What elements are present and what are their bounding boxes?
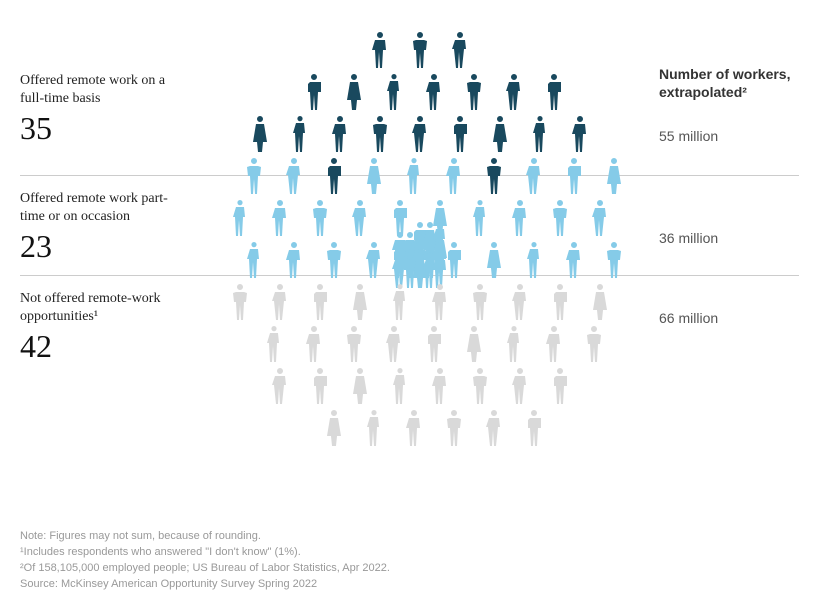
person-icon: [563, 156, 585, 196]
person-icon: [349, 366, 371, 406]
person-icon: [423, 72, 445, 112]
person-icon: [343, 72, 365, 112]
person-icon: [509, 366, 531, 406]
person-icon: [323, 156, 345, 196]
person-icon: [589, 198, 611, 238]
category-none-label: Not offered remote-work opportunities¹: [20, 290, 185, 326]
person-icon: [229, 198, 251, 238]
person-icon: [389, 366, 411, 406]
people-cluster: [200, 10, 640, 490]
person-icon: [583, 324, 605, 364]
category-parttime-label: Offered remote work part-time or on occa…: [20, 190, 185, 226]
person-icon: [523, 156, 545, 196]
category-parttime: Offered remote work part-time or on occa…: [20, 190, 185, 265]
person-icon: [483, 240, 505, 280]
person-icon: [443, 156, 465, 196]
person-icon: [469, 366, 491, 406]
person-icon: [449, 30, 471, 70]
person-icon: [369, 30, 391, 70]
person-icon: [509, 198, 531, 238]
person-icon: [263, 324, 285, 364]
category-none: Not offered remote-work opportunities¹ 4…: [20, 290, 185, 365]
person-icon: [309, 198, 331, 238]
person-icon: [363, 240, 385, 280]
person-icon: [463, 72, 485, 112]
category-none-value: 42: [20, 328, 185, 365]
person-icon: [403, 408, 425, 448]
footnotes: Note: Figures may not sum, because of ro…: [20, 529, 390, 593]
person-icon: [469, 198, 491, 238]
category-fulltime-label: Offered remote work on a full-time basis: [20, 72, 185, 108]
person-icon: [309, 282, 331, 322]
person-icon: [449, 114, 471, 154]
person-icon: [509, 282, 531, 322]
person-icon: [363, 408, 385, 448]
person-icon: [269, 366, 291, 406]
person-icon: [269, 282, 291, 322]
person-icon: [383, 72, 405, 112]
person-icon: [309, 366, 331, 406]
person-icon: [323, 240, 345, 280]
person-icon: [483, 408, 505, 448]
person-icon: [503, 72, 525, 112]
person-icon: [289, 114, 311, 154]
right-value-none: 66 million: [659, 310, 799, 326]
person-icon: [563, 240, 585, 280]
footnote-line: Note: Figures may not sum, because of ro…: [20, 529, 390, 545]
person-icon: [549, 198, 571, 238]
person-icon: [529, 114, 551, 154]
right-value-fulltime: 55 million: [659, 128, 799, 144]
person-icon: [523, 408, 545, 448]
person-icon: [403, 156, 425, 196]
person-icon: [423, 324, 445, 364]
person-icon: [603, 240, 625, 280]
person-icon: [589, 282, 611, 322]
person-icon: [343, 324, 365, 364]
person-icon: [463, 324, 485, 364]
person-icon: [363, 156, 385, 196]
person-icon: [269, 198, 291, 238]
person-icon: [409, 114, 431, 154]
person-icon: [489, 114, 511, 154]
right-header: Number of workers, extrapolated²: [659, 65, 799, 101]
category-fulltime-value: 35: [20, 110, 185, 147]
person-icon: [243, 156, 265, 196]
person-icon: [243, 240, 265, 280]
person-icon: [383, 324, 405, 364]
person-icon: [323, 408, 345, 448]
person-icon: [443, 408, 465, 448]
person-icon: [569, 114, 591, 154]
person-icon: [229, 282, 251, 322]
person-icon: [329, 114, 351, 154]
person-icon: [543, 324, 565, 364]
category-parttime-value: 23: [20, 228, 185, 265]
category-fulltime: Offered remote work on a full-time basis…: [20, 72, 185, 147]
person-icon: [283, 156, 305, 196]
person-icon: [549, 366, 571, 406]
person-icon: [283, 240, 305, 280]
person-icon: [523, 240, 545, 280]
person-icon: [249, 114, 271, 154]
right-value-parttime: 36 million: [659, 230, 799, 246]
person-icon: [483, 156, 505, 196]
person-icon: [469, 282, 491, 322]
person-icon: [549, 282, 571, 322]
person-icon: [389, 282, 411, 322]
footnote-line: ²Of 158,105,000 employed people; US Bure…: [20, 561, 390, 577]
person-icon: [603, 156, 625, 196]
person-icon: [429, 282, 451, 322]
person-icon: [369, 114, 391, 154]
footnote-line: Source: McKinsey American Opportunity Su…: [20, 577, 390, 593]
person-icon: [503, 324, 525, 364]
person-icon: [543, 72, 565, 112]
person-icon: [429, 366, 451, 406]
footnote-line: ¹Includes respondents who answered "I do…: [20, 545, 390, 561]
person-icon: [409, 30, 431, 70]
person-icon: [349, 282, 371, 322]
person-icon: [349, 198, 371, 238]
person-icon: [303, 72, 325, 112]
person-icon: [303, 324, 325, 364]
